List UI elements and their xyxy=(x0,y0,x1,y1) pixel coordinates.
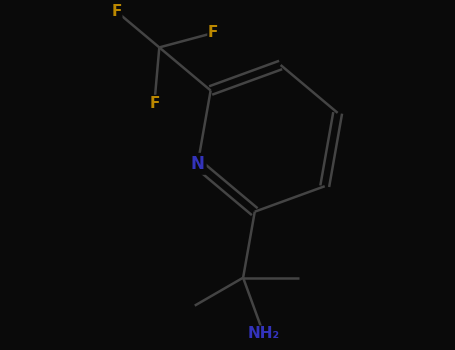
Text: NH₂: NH₂ xyxy=(248,326,279,341)
Text: F: F xyxy=(149,96,160,111)
Text: F: F xyxy=(208,26,218,41)
Text: N: N xyxy=(191,155,205,173)
Text: F: F xyxy=(111,4,121,19)
